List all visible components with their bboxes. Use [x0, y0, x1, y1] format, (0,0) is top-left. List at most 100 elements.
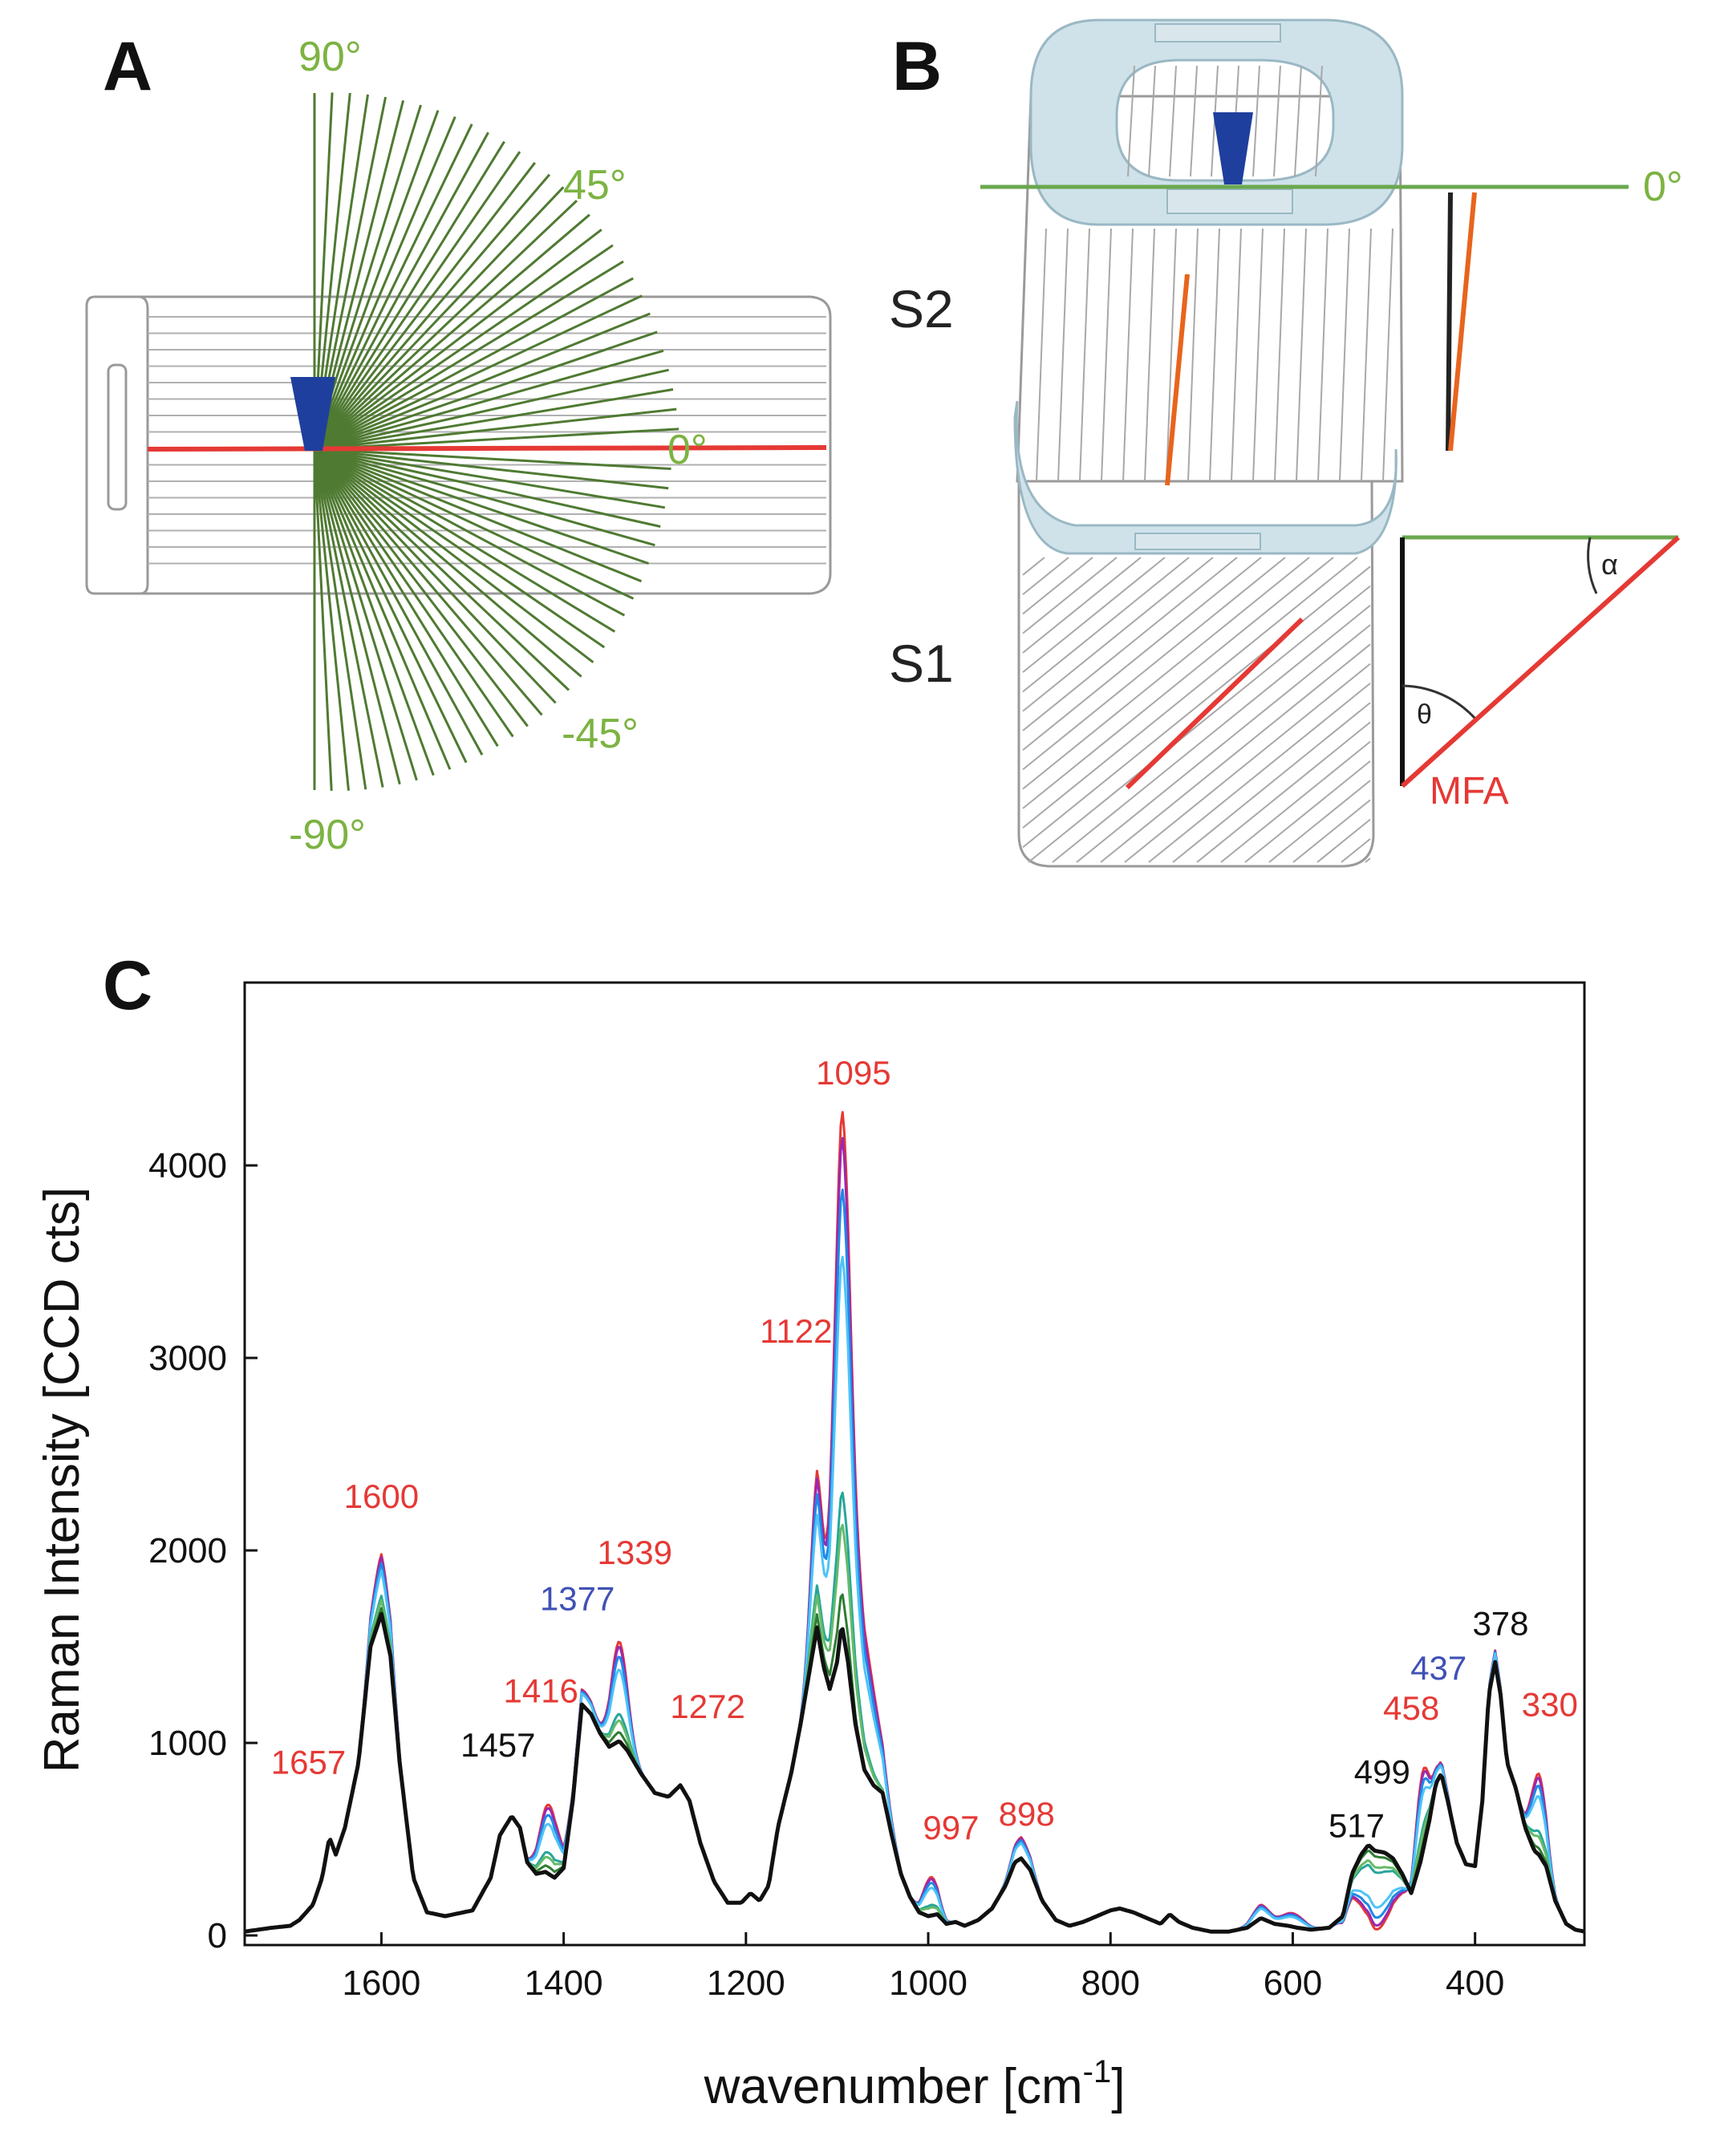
- fan-line: [314, 448, 661, 528]
- peak-label-1095: 1095: [816, 1054, 890, 1092]
- s2-hatch-line: [1382, 228, 1393, 482]
- fan-line: [313, 448, 350, 791]
- lumen-hatch-line: [1190, 65, 1198, 177]
- fan-line: [314, 428, 679, 451]
- s2-hatch-line: [1339, 228, 1350, 482]
- fan-line: [313, 448, 333, 791]
- y-tick-label: 4000: [148, 1146, 227, 1185]
- mfa-label: MFA: [1430, 770, 1509, 813]
- laser-marker-b: [1213, 112, 1253, 184]
- peak-label-1657: 1657: [271, 1743, 346, 1781]
- s1-hatch-line: [1022, 557, 1142, 654]
- fan-line: [314, 407, 677, 451]
- s1-hatch-line: [1022, 557, 1334, 809]
- s1-hatch-line: [1341, 838, 1371, 863]
- fan-line: [314, 244, 614, 451]
- s2-hatch-line: [1209, 228, 1220, 482]
- polarization-fan: [313, 92, 679, 791]
- x-tick-label: 1200: [707, 1964, 785, 2003]
- s2-hatch-line: [1252, 228, 1264, 482]
- s1-hatch-line: [1172, 702, 1371, 863]
- fan-line: [314, 388, 674, 451]
- lumen-hatch-line: [1169, 65, 1177, 177]
- y-tick-label: 1000: [148, 1724, 227, 1763]
- fan-line: [313, 448, 557, 704]
- fan-line: [313, 116, 456, 450]
- x-tick-label: 400: [1446, 1964, 1504, 2003]
- s1-hatch-line: [1022, 557, 1358, 829]
- plot-frame: [243, 981, 1586, 1947]
- s1-s2-boundary: [1013, 400, 1398, 555]
- peak-label-517: 517: [1329, 1807, 1385, 1845]
- lumen-hatch-line: [1294, 65, 1302, 177]
- s1-hatch-line: [1022, 557, 1190, 693]
- pit-bottom: [1166, 188, 1293, 214]
- s1-hatching: [1022, 557, 1371, 863]
- lumen-hatch-line: [1148, 65, 1156, 177]
- alpha-label: α: [1601, 548, 1618, 581]
- s2-hatching: [1036, 228, 1393, 482]
- s1-hatch-line: [1022, 557, 1118, 634]
- s1-hatch-line: [1028, 585, 1371, 863]
- s2-hatch-line: [1361, 228, 1372, 482]
- fan-line: [314, 448, 582, 678]
- cell-wall-top: [1029, 18, 1404, 226]
- peak-label-378: 378: [1472, 1605, 1528, 1643]
- x-tick-label: 1600: [342, 1964, 420, 2003]
- peak-label-898: 898: [999, 1795, 1055, 1833]
- x-axis-label: wavenumber [cm-1]: [704, 2054, 1126, 2114]
- fan-line: [314, 213, 590, 451]
- fan-line: [314, 448, 666, 509]
- fan-line: [313, 448, 367, 790]
- s2-hatch-line: [1231, 228, 1242, 482]
- peak-label-1416: 1416: [503, 1672, 578, 1710]
- s1-hatch-line: [1052, 605, 1371, 863]
- s2-hatch-line: [1274, 228, 1285, 482]
- fan-line: [314, 448, 671, 470]
- s1-hatch-line: [1022, 557, 1262, 751]
- s1-hatch-line: [1316, 818, 1371, 863]
- s2-hatch-line: [1144, 228, 1155, 482]
- peak-label-458: 458: [1383, 1689, 1439, 1727]
- s1-hatch-line: [1076, 624, 1371, 863]
- reference-line-red: [147, 445, 827, 452]
- s2-hatch-line: [1122, 228, 1134, 482]
- fan-line: [313, 161, 536, 450]
- peak-label-1339: 1339: [598, 1534, 672, 1571]
- peak-label-1457: 1457: [460, 1726, 535, 1764]
- s1-hatch-line: [1220, 740, 1371, 863]
- fan-line: [313, 448, 570, 691]
- x-tick-label: 1400: [525, 1964, 603, 2003]
- b-zero-label: 0°: [1643, 164, 1683, 210]
- s2-axis-black: [1446, 192, 1453, 452]
- fan-line: [313, 124, 473, 450]
- y-tick-label: 2000: [148, 1531, 227, 1570]
- cell-pit: [107, 363, 128, 511]
- x-tick-label: 600: [1264, 1964, 1322, 2003]
- s2-label: S2: [889, 279, 954, 338]
- lumen-hatch-line: [1252, 65, 1260, 177]
- y-tick-label: 0: [208, 1916, 227, 1955]
- fan-line: [313, 110, 440, 450]
- fan-line: [314, 330, 658, 451]
- theta-label: θ: [1417, 699, 1432, 730]
- peak-label-997: 997: [923, 1809, 979, 1846]
- cell-end-face: [95, 295, 149, 595]
- fan-line: [313, 448, 514, 738]
- x-tick-label: 800: [1081, 1964, 1140, 2003]
- s1-hatch-line: [1022, 557, 1166, 673]
- peak-label-1600: 1600: [344, 1477, 419, 1515]
- angle-label-m45: -45°: [562, 711, 639, 757]
- peak-label-1377: 1377: [540, 1579, 615, 1617]
- s1-hatch-line: [1196, 721, 1371, 863]
- fan-line: [314, 448, 594, 663]
- series-line-spectrum-8: [244, 1611, 1585, 1934]
- fan-line: [313, 448, 543, 716]
- angle-label-90: 90°: [298, 34, 362, 80]
- panel-a-label: A: [103, 28, 152, 105]
- cell-outline: [85, 295, 832, 595]
- s2-hatch-line: [1296, 228, 1307, 482]
- fan-line: [313, 448, 435, 776]
- fan-line: [313, 448, 484, 756]
- fan-line: [313, 448, 401, 785]
